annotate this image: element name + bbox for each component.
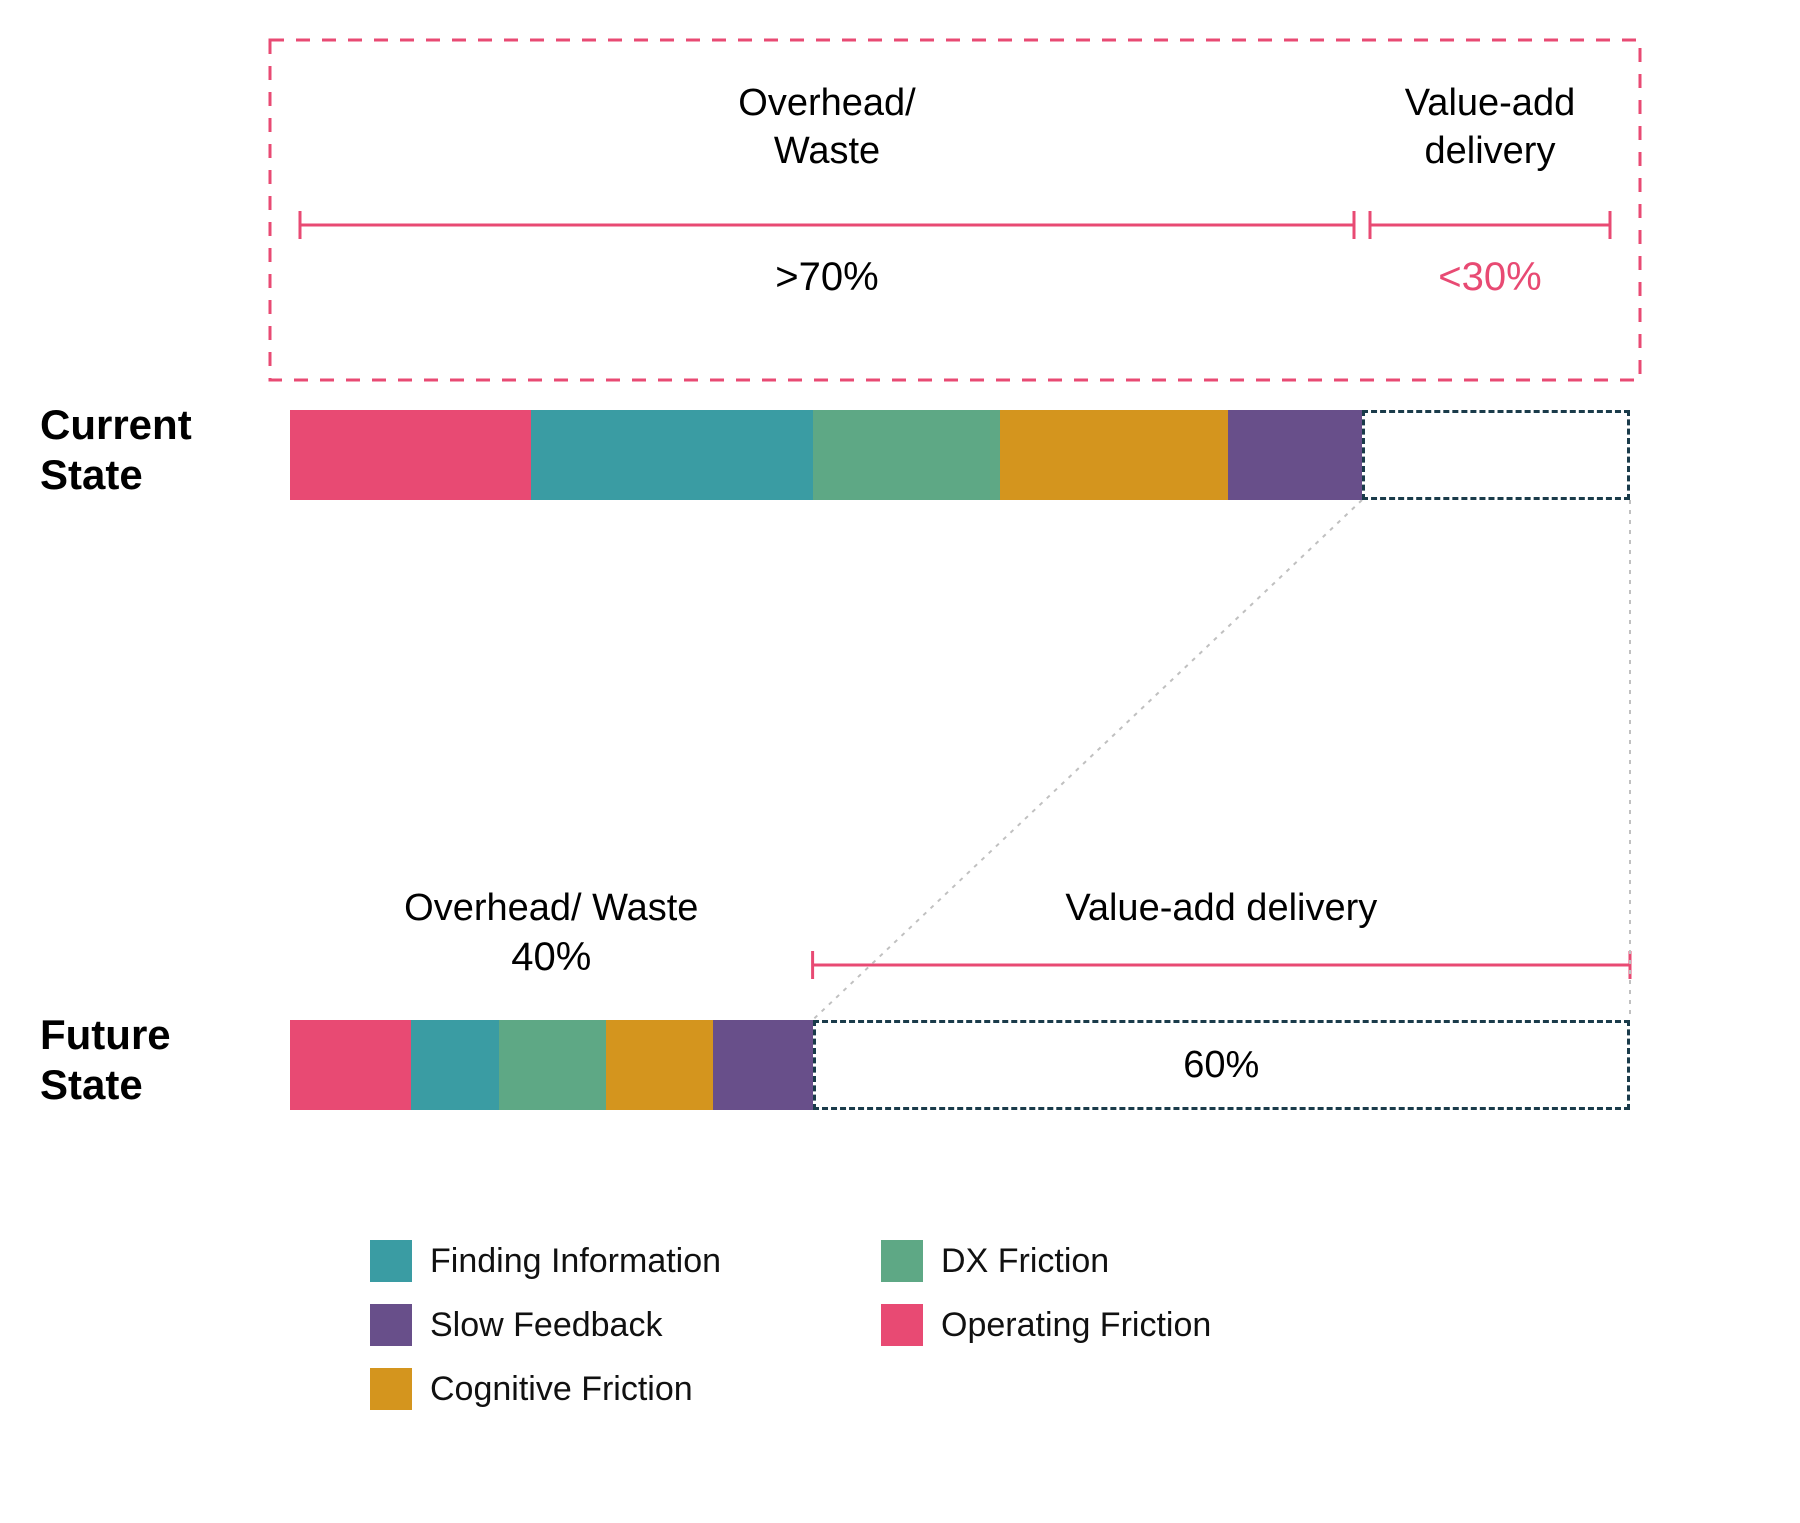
legend-swatch (370, 1368, 412, 1410)
current-segment-dx_friction (813, 410, 1001, 500)
current-value-label: Value-add delivery (1290, 80, 1690, 175)
future-state-label: Future State (40, 1010, 171, 1111)
legend-swatch (370, 1304, 412, 1346)
future-segment-finding_information (411, 1020, 499, 1110)
current-bar (290, 410, 1630, 500)
legend-label: Slow Feedback (430, 1306, 662, 1345)
legend-swatch (370, 1240, 412, 1282)
current-overhead-value: >70% (677, 255, 977, 300)
current-state-label: Current State (40, 400, 192, 501)
legend-label: DX Friction (941, 1242, 1109, 1281)
future-segment-value-add: 60% (813, 1020, 1630, 1110)
legend-item-cognitive_friction: Cognitive Friction (370, 1368, 721, 1410)
future-overhead-value: 40% (401, 935, 701, 980)
connector-line-left (813, 500, 1362, 1020)
legend-item-dx_friction: DX Friction (881, 1240, 1211, 1282)
legend-label: Operating Friction (941, 1306, 1211, 1345)
future-segment-slow_feedback (713, 1020, 812, 1110)
current-segment-cognitive_friction (1000, 410, 1228, 500)
legend-label: Finding Information (430, 1242, 721, 1281)
future-overhead-label: Overhead/ Waste (301, 885, 801, 933)
legend-label: Cognitive Friction (430, 1370, 693, 1409)
legend-swatch (881, 1240, 923, 1282)
current-overhead-label: Overhead/ Waste (627, 80, 1027, 175)
future-segment-operating_friction (290, 1020, 411, 1110)
legend: Finding Information DX Friction Slow Feedb… (370, 1240, 1211, 1410)
legend-swatch (881, 1304, 923, 1346)
legend-item-operating_friction: Operating Friction (881, 1304, 1211, 1346)
future-segment-dx_friction (499, 1020, 606, 1110)
current-segment-value-add (1362, 410, 1630, 500)
future-value-value: 60% (1183, 1044, 1259, 1087)
future-value-label: Value-add delivery (921, 885, 1521, 933)
future-bar: 60% (290, 1020, 1630, 1110)
current-value-value: <30% (1340, 255, 1640, 300)
legend-item-slow_feedback: Slow Feedback (370, 1304, 721, 1346)
current-segment-finding_information (531, 410, 812, 500)
current-segment-slow_feedback (1228, 410, 1362, 500)
current-segment-operating_friction (290, 410, 531, 500)
future-segment-cognitive_friction (606, 1020, 713, 1110)
legend-item-finding_information: Finding Information (370, 1240, 721, 1282)
